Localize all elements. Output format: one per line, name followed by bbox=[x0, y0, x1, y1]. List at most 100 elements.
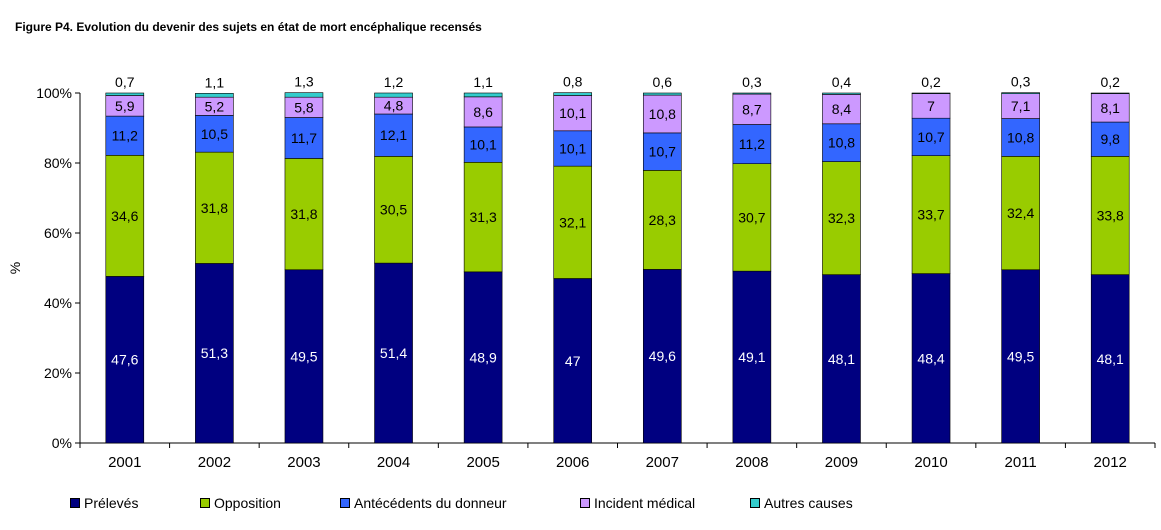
data-label: 10,7 bbox=[917, 129, 944, 145]
y-tick-label: 100% bbox=[36, 85, 72, 101]
bar-segment bbox=[642, 92, 682, 96]
bar-segment bbox=[732, 92, 772, 95]
data-label: 49,5 bbox=[290, 348, 317, 364]
bar-segment bbox=[1001, 118, 1040, 157]
legend-item: Opposition bbox=[200, 495, 281, 511]
bar-segment bbox=[911, 273, 951, 444]
legend-label: Opposition bbox=[214, 495, 281, 511]
x-tick-label: 2010 bbox=[914, 454, 947, 471]
data-label: 0,2 bbox=[921, 74, 941, 90]
data-label: 28,3 bbox=[649, 212, 676, 228]
data-label: 30,7 bbox=[738, 209, 765, 225]
bar-segment bbox=[1001, 93, 1040, 119]
data-label: 10,8 bbox=[1007, 129, 1034, 145]
x-tick-label: 2008 bbox=[735, 454, 768, 471]
data-label: 30,5 bbox=[380, 202, 407, 218]
data-label: 32,1 bbox=[559, 214, 586, 230]
bar-segment bbox=[553, 130, 593, 167]
data-label: 11,2 bbox=[739, 136, 765, 152]
bar-segment bbox=[642, 94, 682, 134]
y-axis-label: % bbox=[7, 262, 23, 274]
bar-segment bbox=[553, 92, 593, 96]
y-tick-label: 80% bbox=[44, 155, 72, 171]
data-label: 10,7 bbox=[649, 144, 676, 160]
bar-segment bbox=[1001, 156, 1040, 271]
x-tick-label: 2011 bbox=[1004, 454, 1036, 471]
data-label: 8,6 bbox=[473, 104, 493, 120]
data-label: 8,7 bbox=[742, 101, 762, 117]
data-label: 1,1 bbox=[473, 74, 493, 90]
y-tick-label: 0% bbox=[52, 435, 72, 451]
bar-segment bbox=[463, 271, 503, 444]
data-label: 1,1 bbox=[205, 74, 225, 90]
bar-segment bbox=[374, 113, 413, 157]
bar-segment bbox=[822, 94, 861, 125]
x-tick-label: 2001 bbox=[108, 454, 141, 471]
data-label: 0,7 bbox=[115, 74, 135, 90]
data-label: 9,8 bbox=[1100, 131, 1120, 147]
bar-segment bbox=[732, 270, 772, 444]
data-label: 0,3 bbox=[742, 74, 762, 90]
stacked-bar-chart: 0% 20% 40% 60% 80% 100%% 47,6 34,6 11,2 5,9 0,7 200… bbox=[7, 74, 1156, 471]
data-label: 11,2 bbox=[112, 128, 138, 144]
data-label: 0,3 bbox=[1011, 74, 1031, 90]
bar-segment bbox=[463, 96, 503, 128]
x-tick-label: 2004 bbox=[377, 454, 410, 471]
data-label: 0,4 bbox=[832, 74, 852, 90]
data-label: 10,1 bbox=[559, 105, 586, 121]
bar-segment bbox=[105, 92, 145, 96]
legend-label: Autres causes bbox=[764, 495, 853, 511]
data-label: 11,7 bbox=[291, 130, 317, 146]
bar-segment bbox=[642, 269, 682, 444]
legend: Prélevés Opposition Antécédents du donneur… bbox=[70, 495, 1130, 515]
data-label: 10,5 bbox=[201, 126, 228, 142]
data-label: 33,8 bbox=[1097, 208, 1124, 224]
bar-segment bbox=[911, 92, 951, 94]
bar-segment bbox=[1001, 269, 1040, 444]
bar-segment bbox=[195, 263, 234, 444]
data-label: 0,6 bbox=[653, 74, 673, 90]
bar-segment bbox=[553, 278, 593, 444]
data-label: 5,8 bbox=[294, 99, 314, 115]
bar-segment bbox=[463, 92, 503, 98]
data-label: 51,4 bbox=[380, 345, 407, 361]
data-label: 32,4 bbox=[1007, 205, 1034, 221]
bar-segment bbox=[105, 276, 145, 444]
data-label: 1,2 bbox=[384, 74, 404, 90]
bar-segment bbox=[105, 155, 145, 277]
bar-segment bbox=[284, 92, 324, 98]
legend-item: Prélevés bbox=[70, 495, 138, 511]
bar-segment bbox=[1090, 93, 1130, 123]
data-label: 10,8 bbox=[649, 106, 676, 122]
bar-segment bbox=[822, 274, 861, 444]
bar-segment bbox=[374, 92, 413, 98]
data-label: 5,9 bbox=[115, 98, 135, 114]
bar-segment bbox=[284, 158, 324, 271]
bar-segment bbox=[195, 93, 234, 98]
legend-item: Autres causes bbox=[750, 495, 853, 511]
data-label: 33,7 bbox=[917, 207, 944, 223]
data-label: 49,1 bbox=[738, 349, 765, 365]
data-label: 31,8 bbox=[201, 200, 228, 216]
x-tick-label: 2007 bbox=[646, 454, 679, 471]
x-tick-label: 2005 bbox=[466, 454, 499, 471]
data-label: 0,8 bbox=[563, 74, 583, 90]
x-tick-label: 2003 bbox=[287, 454, 320, 471]
bar-segment bbox=[732, 163, 772, 272]
data-label: 10,8 bbox=[828, 135, 855, 151]
y-tick-label: 40% bbox=[44, 295, 72, 311]
data-label: 8,4 bbox=[832, 101, 852, 117]
data-label: 5,2 bbox=[205, 98, 225, 114]
bar-segment bbox=[732, 124, 772, 165]
legend-swatch bbox=[340, 498, 350, 508]
chart-title: Figure P4. Evolution du devenir des suje… bbox=[15, 20, 482, 34]
legend-label: Incident médical bbox=[594, 495, 696, 511]
data-label: 49,6 bbox=[649, 348, 676, 364]
data-label: 49,5 bbox=[1007, 348, 1034, 364]
legend-label: Prélevés bbox=[84, 495, 139, 511]
bar-segment bbox=[822, 161, 861, 275]
data-label: 51,3 bbox=[201, 345, 228, 361]
bar-segment bbox=[1090, 274, 1130, 444]
data-label: 31,3 bbox=[470, 209, 497, 225]
data-label: 48,1 bbox=[828, 351, 855, 367]
